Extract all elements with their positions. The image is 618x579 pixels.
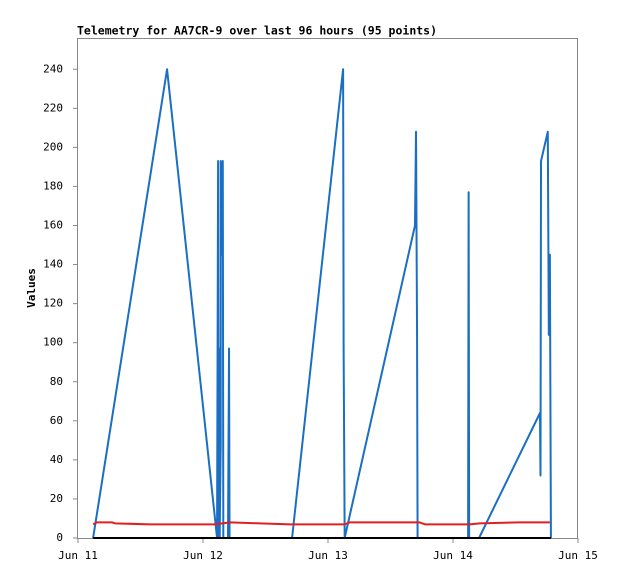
y-tick-label: 220 [43, 101, 63, 114]
y-tick-label: 100 [43, 336, 63, 349]
x-tick-label: Jun 13 [308, 549, 348, 562]
y-tick-label: 20 [50, 492, 63, 505]
y-tick-label: 60 [50, 414, 63, 427]
y-tick-label: 180 [43, 179, 63, 192]
y-tick-label: 240 [43, 62, 63, 75]
y-tick-label: 200 [43, 140, 63, 153]
series-line [92, 68, 552, 539]
y-tick-label: 40 [50, 453, 63, 466]
x-tick-label: Jun 14 [433, 549, 473, 562]
x-tick-label: Jun 11 [58, 549, 98, 562]
y-axis-label: Values [25, 268, 38, 308]
y-tick-label: 140 [43, 258, 63, 271]
chart-title: Telemetry for AA7CR-9 over last 96 hours… [77, 24, 437, 38]
y-tick-label: 160 [43, 219, 63, 232]
series-line [92, 521, 550, 526]
y-tick-label: 0 [56, 531, 63, 544]
y-tick-label: 80 [50, 375, 63, 388]
y-tick-label: 120 [43, 297, 63, 310]
x-tick-label: Jun 15 [558, 549, 598, 562]
x-tick-label: Jun 12 [183, 549, 223, 562]
